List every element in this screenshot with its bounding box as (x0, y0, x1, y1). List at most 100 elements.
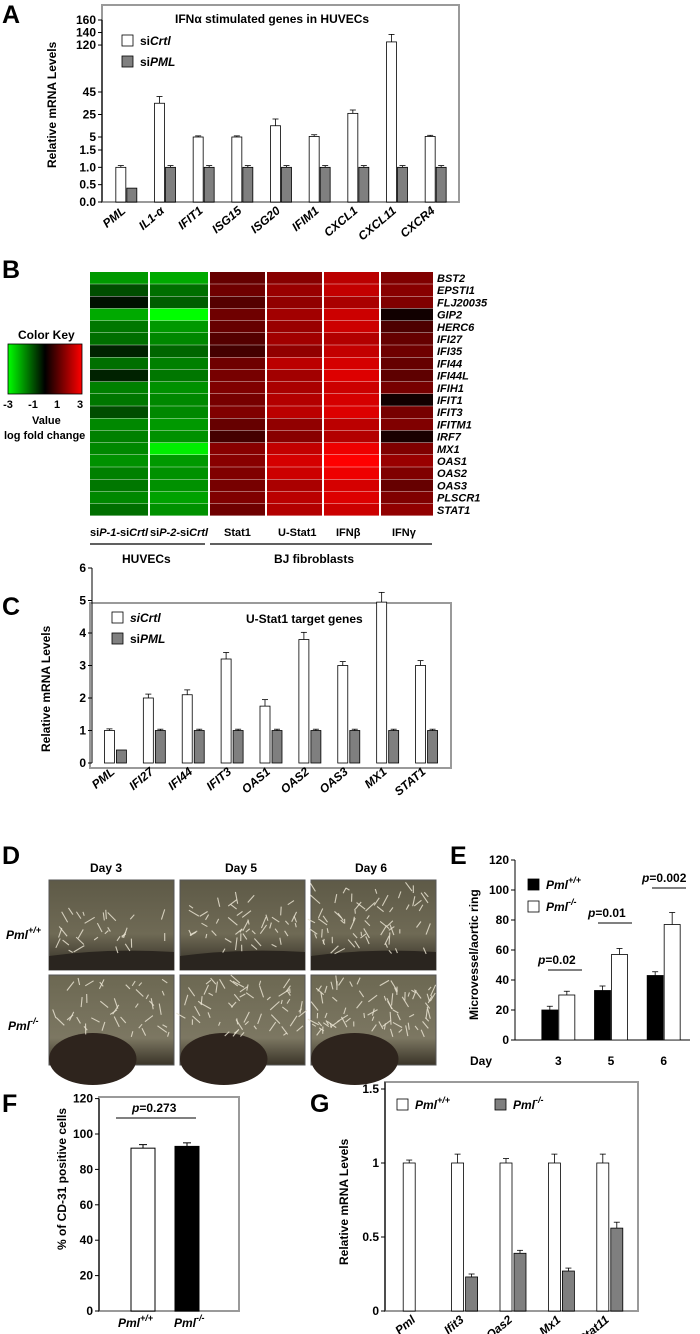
gene-label-ifitm1: IFITM1 (437, 419, 472, 431)
micrograph-pml-day-3-vessel (99, 1000, 109, 1008)
bar-sipml-il1 (165, 166, 176, 203)
micrograph-pml-day-5-vessel (296, 1025, 304, 1032)
micrograph-pml-day-3-vessel (96, 922, 103, 933)
heatmap-cell-epsti1-sip-1-sicrtl (90, 284, 148, 296)
micrograph-pml-day-6-vessel (423, 891, 429, 898)
micrograph-pml-day-6-vessel (420, 892, 429, 904)
micrograph-pml-day-6-vessel (405, 1025, 409, 1037)
heatmap-cell-ifit3-sip-1-sicrtl (90, 406, 148, 418)
micrograph-pml-day-6-vessel (383, 995, 387, 1001)
panel-f-ylabel: % of CD-31 positive cells (55, 1108, 69, 1250)
y-tick-label-80: 80 (496, 913, 510, 927)
heatmap-cell-ifi27-ifn (381, 333, 433, 345)
micrograph-pml-day-5-vessel (232, 980, 245, 988)
micrograph-pml-day-3-vessel (104, 930, 109, 935)
panel-f-chart: % of CD-31 positive cells 0 20 40 60 80 100 12… (55, 1092, 240, 1330)
micrograph-pml-day-6-vessel (376, 906, 384, 913)
micrograph-pml-day-6-vessel (307, 1018, 319, 1026)
micrograph-pml-day-5-vessel (283, 1032, 288, 1036)
heatmap-cell-herc6-ifn (324, 320, 379, 333)
y-tick-label-4: 4 (79, 626, 86, 640)
bar-sicrtl-oas1 (259, 705, 271, 764)
micrograph-pml-day-5-vessel (260, 916, 267, 929)
micrograph-pml-day-3-vessel (61, 911, 69, 923)
micrograph-pml-day-5-vessel (281, 1006, 289, 1012)
x-tick-cxcl1: CXCL1 (321, 203, 360, 239)
bar-pml-ifit3 (465, 1276, 479, 1312)
y-tick-label-0-5: 0.5 (79, 178, 96, 192)
micrograph-pml-day-5-vessel (283, 978, 291, 989)
micrograph-pml-day-6-tissue (311, 950, 436, 970)
micrograph-pml-day-5-vessel (287, 990, 291, 996)
bar-sipml-mx1 (388, 730, 400, 764)
heatmap-cell-ifi27-ifn (324, 333, 379, 345)
micrograph-pml-day-5-vessel (194, 1005, 201, 1017)
bar-sipml-oas1 (271, 730, 283, 764)
micrograph-pml-day-6-vessel (317, 908, 324, 919)
micrograph-pml-day-6-vessel (363, 1012, 366, 1018)
heatmap-cell-ifi35-sip-1-sicrtl (90, 345, 148, 357)
column-label-sip1-sicrtl: siP-1-siCrtl (90, 527, 149, 539)
y-tick-label-3: 3 (79, 659, 86, 673)
y-tick-label-25: 25 (83, 108, 97, 122)
heatmap-cell-epsti1-ifn (381, 284, 433, 296)
micrograph-pml-day-3-vessel (157, 1025, 168, 1033)
panel-f-pvalue: p=0.273 (131, 1101, 177, 1115)
micrograph-pml-day-5-tissue (180, 1033, 268, 1085)
heatmap-cell-irf7-stat1 (210, 430, 265, 443)
heatmap-cell-ifitm1-ifn (381, 418, 433, 431)
micrograph-pml-day-3-vessel (161, 978, 168, 984)
micrograph-pml-day-3-vessel (115, 946, 119, 954)
micrograph-pml-day-5-vessel (227, 899, 238, 907)
gene-label-oas2: OAS2 (437, 468, 467, 480)
micrograph-pml-day-5-vessel (253, 1025, 257, 1030)
heatmap-cell-oas3-ifn (381, 479, 433, 492)
micrograph-pml-day-6-vessel (326, 1020, 337, 1029)
heatmap-cell-ifit1-ifn (381, 394, 433, 406)
bar-sipml-pml (116, 749, 127, 764)
micrograph-pml-day-6-vessel (349, 981, 353, 987)
micrograph-pml-day-5-tissue (180, 950, 305, 970)
x-tick-oas3: OAS3 (317, 764, 351, 796)
micrograph-pml-day-6-vessel (381, 894, 389, 907)
bar-sipml-isg20 (281, 166, 292, 203)
bar-sipml-cxcr4 (435, 166, 447, 203)
micrograph-pml-day-5-vessel (287, 900, 295, 906)
micrograph-pml-day-6-vessel (334, 911, 342, 919)
micrograph-pml-day-6-vessel (342, 887, 347, 894)
heatmap-cell-ifit3-sip-2-sicrtl (150, 406, 208, 418)
heatmap-cell-oas1-stat1 (210, 455, 265, 467)
panel-e-bars (541, 912, 681, 1041)
bar-pml-5 (611, 954, 628, 1041)
heatmap-cell-ifit1-u-stat1 (267, 394, 322, 406)
legend-sicrtl-swatch (111, 611, 124, 624)
micrograph-pml-day-6-vessel (371, 1016, 375, 1022)
y-tick-label-120: 120 (76, 38, 96, 52)
micrograph-pml-day-3-vessel (91, 1017, 100, 1023)
micrograph-pml-day-3-vessel (68, 949, 74, 953)
panel-g-legend: Pml+/+ Pml-/- (396, 1095, 544, 1112)
micrograph-pml-day-6-vessel (363, 928, 370, 939)
micrograph-pml-day-3-vessel (68, 1011, 75, 1021)
gene-label-oas1: OAS1 (437, 456, 467, 468)
micrograph-pml-day-6-vessel (413, 899, 422, 907)
micrograph-pml-day-3-vessel (107, 912, 117, 922)
heatmap-gene-labels: BST2EPSTI1FLJ20035GIP2HERC6IFI27IFI35IFI… (437, 273, 488, 517)
micrograph-pml-day-6-vessel (422, 947, 427, 955)
column-label-u-stat1: U-Stat1 (278, 527, 317, 539)
gene-label-ifit1: IFIT1 (437, 395, 463, 407)
heatmap-cell-ifih1-ifn (324, 381, 379, 394)
color-key-tick-3: -3 (3, 399, 13, 411)
micrograph-pml-day-6-vessel (329, 1022, 332, 1029)
micrograph-pml-day-3-vessel (145, 994, 149, 1000)
micrograph-pml-day-5-vessel (245, 992, 254, 999)
legend-pml-wt-swatch (527, 878, 540, 891)
micrograph-pml-day-6-tissue (311, 1033, 399, 1085)
heatmap-cell-mx1-ifn (381, 442, 433, 455)
heatmap-cell-ifitm1-stat1 (210, 418, 265, 431)
micrograph-pml-day-3-vessel (99, 981, 104, 987)
heatmap-column-labels: siP-1-siCrtl siP-2-siCrtl Stat1 U-Stat1 IFNβ… (90, 527, 417, 539)
micrograph-pml-day-3-vessel (76, 1016, 81, 1024)
micrograph-pml-day-5-vessel (176, 1012, 186, 1019)
heatmap-cell-irf7-u-stat1 (267, 430, 322, 443)
